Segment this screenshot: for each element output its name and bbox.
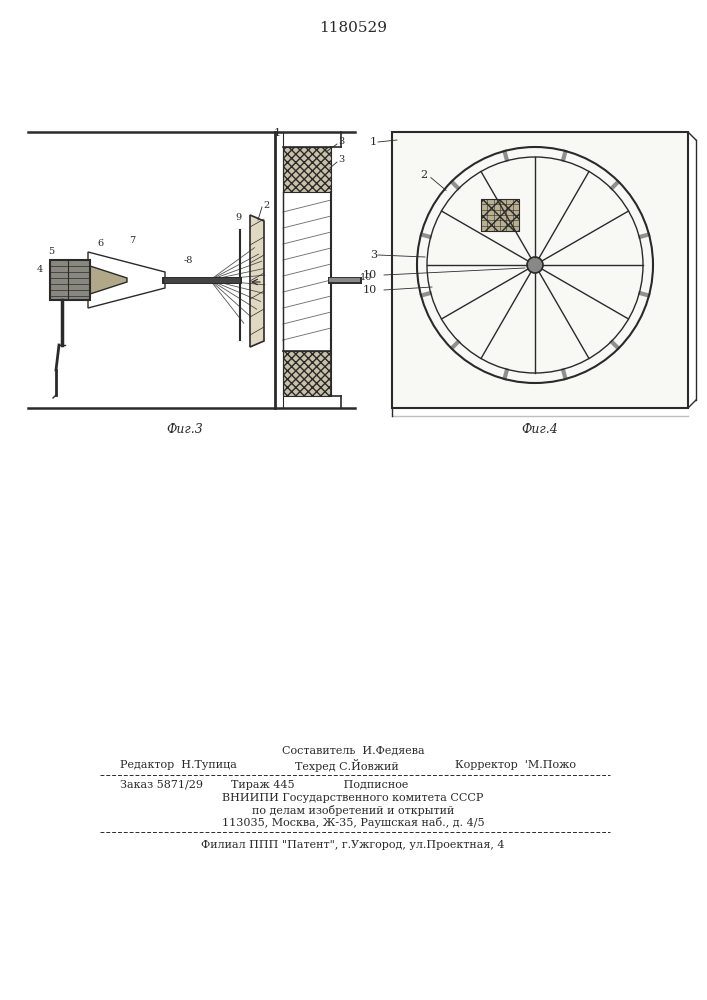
Bar (50, 260, 90, 300)
Text: 113035, Москва, Ж-35, Раушская наб., д. 4/5: 113035, Москва, Ж-35, Раушская наб., д. … (222, 816, 484, 828)
Polygon shape (90, 266, 127, 294)
Text: Заказ 5871/29        Тираж 445              Подписное: Заказ 5871/29 Тираж 445 Подписное (120, 780, 409, 790)
Bar (283, 147, 331, 192)
Bar (283, 351, 331, 396)
Text: 1180529: 1180529 (319, 21, 387, 35)
Text: 2: 2 (263, 200, 269, 210)
Text: Техред С.Йовжий: Техред С.Йовжий (295, 758, 399, 772)
Text: 9: 9 (235, 213, 241, 222)
Text: 4: 4 (37, 265, 43, 274)
Text: по делам изобретений и открытий: по делам изобретений и открытий (252, 804, 454, 816)
Bar (284, 340, 331, 351)
Text: Филиал ППП "Патент", г.Ужгород, ул.Проектная, 4: Филиал ППП "Патент", г.Ужгород, ул.Проек… (201, 840, 505, 850)
Text: 5: 5 (48, 247, 54, 256)
Text: Фиг.3: Фиг.3 (167, 423, 204, 436)
Bar (392, 132, 688, 408)
Text: 10: 10 (360, 273, 373, 282)
Text: 2: 2 (421, 170, 428, 180)
Text: -8: -8 (183, 256, 193, 265)
Text: 1: 1 (274, 128, 281, 138)
Text: Составитель  И.Федяева: Составитель И.Федяева (281, 745, 424, 755)
Text: 6: 6 (97, 239, 103, 248)
Text: 3: 3 (338, 155, 344, 164)
Text: 7: 7 (129, 236, 135, 245)
Text: Фиг.4: Фиг.4 (522, 423, 559, 436)
Text: ВНИИПИ Государственного комитета СССР: ВНИИПИ Государственного комитета СССР (222, 793, 484, 803)
Text: 3: 3 (370, 250, 377, 260)
Bar (481, 199, 519, 231)
Polygon shape (250, 215, 264, 347)
Text: 10: 10 (363, 285, 377, 295)
Circle shape (527, 257, 543, 273)
Text: 1: 1 (370, 137, 377, 147)
Text: Редактор  Н.Тупица: Редактор Н.Тупица (120, 760, 237, 770)
Text: 3: 3 (338, 137, 344, 146)
Text: Корректор  'М.Пожо: Корректор 'М.Пожо (455, 760, 576, 770)
Text: 10: 10 (363, 270, 377, 280)
